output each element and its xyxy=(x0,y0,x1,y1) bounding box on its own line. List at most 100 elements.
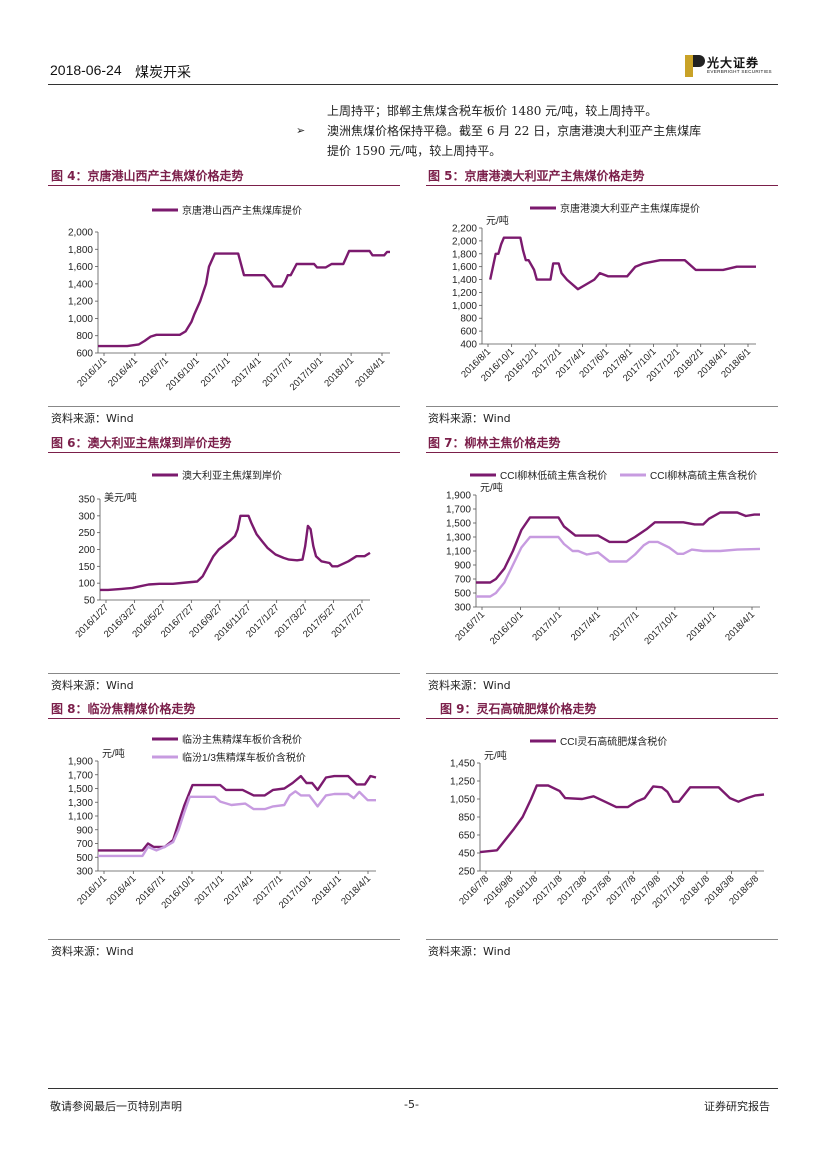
logo-mark-icon xyxy=(685,55,705,77)
legend-label: 京唐港澳大利亚产主焦煤库提价 xyxy=(560,202,700,215)
x-tick-label: 2017/1/1 xyxy=(193,873,227,907)
legend-label: CCI灵石高硫肥煤含税价 xyxy=(560,735,667,748)
legend-label: CCI柳林低硫主焦含税价 xyxy=(500,469,607,482)
y-unit-label: 美元/吨 xyxy=(104,491,137,504)
y-tick-label: 1,200 xyxy=(68,297,93,308)
y-tick-label: 600 xyxy=(76,349,93,360)
y-tick-label: 400 xyxy=(460,340,477,351)
x-tick-label: 2016/7/1 xyxy=(453,609,487,643)
y-tick-label: 850 xyxy=(458,813,475,824)
logo-name: 光大证券 xyxy=(707,56,760,70)
chart-fig9: 1,4501,2501,050850650450250元/吨2016/7/820… xyxy=(450,735,765,911)
figure-rule xyxy=(48,452,400,453)
chart-fig6: 35030025020015010050美元/吨2016/1/272016/3/… xyxy=(73,469,371,643)
y-tick-label: 900 xyxy=(454,561,471,572)
y-tick-label: 800 xyxy=(76,331,93,342)
header-rule xyxy=(48,84,778,85)
y-tick-label: 700 xyxy=(76,839,93,850)
y-unit-label: 元/吨 xyxy=(102,747,125,760)
x-tick-label: 2017/4/1 xyxy=(230,355,264,389)
source-note: 资料来源：Wind xyxy=(428,945,511,958)
figure-rule xyxy=(426,185,778,186)
figure-title: 图 4：京唐港山西产主焦煤价格走势 xyxy=(51,169,244,183)
y-tick-label: 800 xyxy=(460,314,477,325)
source-rule xyxy=(426,939,778,940)
y-tick-label: 1,600 xyxy=(452,262,477,273)
x-tick-label: 2017/10/1 xyxy=(642,609,680,647)
y-tick-label: 1,300 xyxy=(446,533,471,544)
y-unit-label: 元/吨 xyxy=(480,481,503,494)
legend-label: 京唐港山西产主焦煤库提价 xyxy=(182,204,302,217)
x-tick-label: 2016/10/1 xyxy=(164,355,202,393)
y-tick-label: 300 xyxy=(76,867,93,878)
x-tick-label: 2016/4/1 xyxy=(106,355,140,389)
legend-label: 澳大利亚主焦煤到岸价 xyxy=(182,469,282,482)
report-date: 2018-06-24 xyxy=(50,62,122,78)
y-tick-label: 100 xyxy=(78,579,95,590)
figure-title: 图 6：澳大利亚主焦煤到岸价走势 xyxy=(51,436,232,450)
y-tick-label: 650 xyxy=(458,831,475,842)
y-tick-label: 1,100 xyxy=(446,547,471,558)
y-tick-label: 300 xyxy=(78,511,95,522)
x-tick-label: 2017/1/1 xyxy=(199,355,233,389)
y-tick-label: 2,200 xyxy=(452,224,477,235)
y-tick-label: 1,700 xyxy=(446,505,471,516)
x-tick-label: 2018/1/1 xyxy=(685,609,719,643)
legend-label: 临汾主焦精煤车板价含税价 xyxy=(182,733,302,746)
y-unit-label: 元/吨 xyxy=(484,749,507,762)
source-note: 资料来源：Wind xyxy=(428,412,511,425)
y-unit-label: 元/吨 xyxy=(486,214,509,227)
y-tick-label: 500 xyxy=(76,853,93,864)
x-tick-label: 2018/4/1 xyxy=(353,355,387,389)
y-tick-label: 1,900 xyxy=(446,491,471,502)
source-rule xyxy=(48,406,400,407)
figure-title: 图 7：柳林主焦价格走势 xyxy=(428,436,561,450)
series-line xyxy=(98,790,376,858)
y-tick-label: 1,600 xyxy=(68,262,93,273)
body-line-2: 澳洲焦煤价格保持平稳。截至 6 月 22 日，京唐港澳大利亚产主焦煤库 xyxy=(327,124,702,138)
y-tick-label: 1,800 xyxy=(452,249,477,260)
y-tick-label: 2,000 xyxy=(68,228,93,239)
source-note: 资料来源：Wind xyxy=(51,412,134,425)
x-tick-label: 2016/10/1 xyxy=(488,609,526,647)
y-tick-label: 700 xyxy=(454,575,471,586)
y-tick-label: 1,300 xyxy=(68,798,93,809)
y-tick-label: 1,900 xyxy=(68,757,93,768)
chart-fig8: 1,900 1,700 1,500 1,300 1,100 900 700 500 300 元/吨… xyxy=(68,733,377,911)
x-tick-label: 2018/1/1 xyxy=(322,355,356,389)
y-tick-label: 1,800 xyxy=(68,245,93,256)
figure-title: 图 9：灵石高硫肥煤价格走势 xyxy=(440,702,597,716)
y-tick-label: 1,000 xyxy=(68,314,93,325)
series-line xyxy=(98,774,377,852)
y-tick-label: 500 xyxy=(454,589,471,600)
figure-rule xyxy=(426,718,778,719)
x-tick-label: 2018/4/1 xyxy=(723,609,757,643)
legend-label: 临汾1/3焦精煤车板价含税价 xyxy=(182,751,306,764)
figure-rule xyxy=(48,718,400,719)
body-line-1: 上周持平；邯郸主焦煤含税车板价 1480 元/吨，较上周持平。 xyxy=(327,104,658,118)
x-tick-label: 2016/1/1 xyxy=(75,873,109,907)
source-rule xyxy=(426,673,778,674)
y-tick-label: 150 xyxy=(78,562,95,573)
series-line xyxy=(489,236,756,291)
chart-fig7: 1,900 1,700 1,500 1,300 1,100 900 700 500 300 元/吨… xyxy=(446,469,761,647)
source-note: 资料来源：Wind xyxy=(51,679,134,692)
y-tick-label: 600 xyxy=(460,327,477,338)
page-number: -5- xyxy=(404,1098,419,1111)
y-tick-label: 450 xyxy=(458,849,475,860)
y-tick-label: 1,000 xyxy=(452,301,477,312)
x-tick-label: 2017/4/1 xyxy=(222,873,256,907)
x-tick-label: 2017/4/1 xyxy=(569,609,603,643)
series-line xyxy=(100,514,371,592)
x-tick-label: 2016/4/1 xyxy=(105,873,139,907)
x-tick-label: 2018/4/1 xyxy=(339,873,373,907)
series-line xyxy=(98,249,390,348)
x-tick-label: 2017/10/1 xyxy=(288,355,326,393)
y-tick-label: 1,100 xyxy=(68,812,93,823)
y-tick-label: 250 xyxy=(458,867,475,878)
y-tick-label: 1,700 xyxy=(68,770,93,781)
report-sector: 煤炭开采 xyxy=(135,65,191,81)
legend-label: CCI柳林高硫主焦含税价 xyxy=(650,469,757,482)
y-tick-label: 1,500 xyxy=(68,784,93,795)
